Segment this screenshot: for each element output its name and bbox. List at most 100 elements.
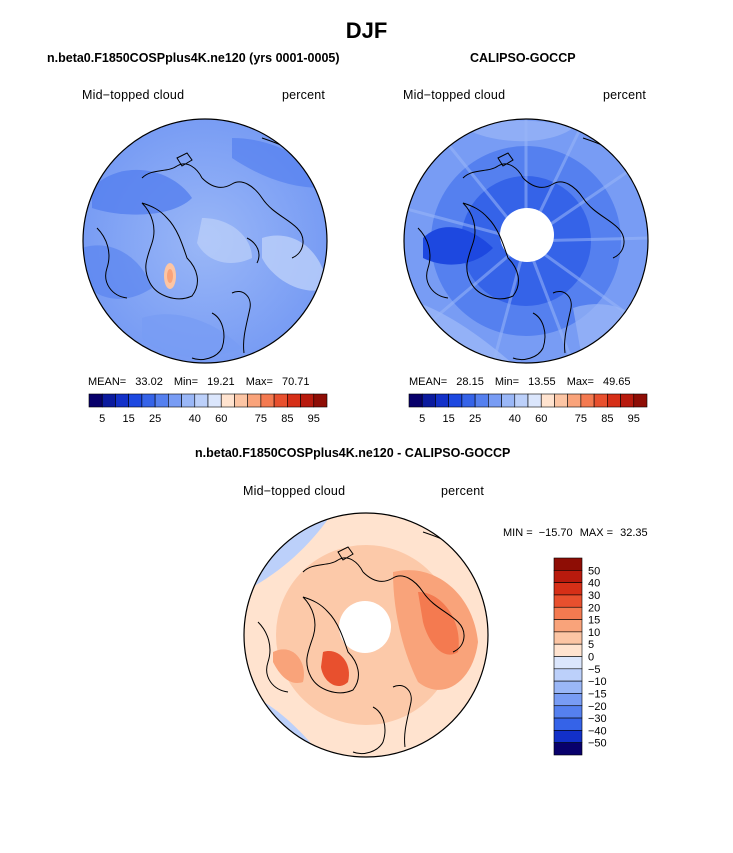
panel1-colorbar-label: 40 bbox=[189, 413, 201, 425]
panel1-max-label: Max= bbox=[245, 376, 273, 388]
panel1-colorbar-box bbox=[168, 393, 182, 408]
panel1-colorbar-box bbox=[88, 393, 103, 408]
panel3-missing-polar-cap bbox=[339, 601, 391, 653]
panel2-polar-map bbox=[403, 118, 649, 364]
panel2-colorbar-box bbox=[593, 393, 608, 408]
panel1-units-label: percent bbox=[282, 88, 326, 102]
panel3-colorbar-label: −40 bbox=[588, 725, 607, 737]
panel1-colorbar-box bbox=[313, 393, 328, 408]
panel1-min-label: Min= bbox=[173, 376, 199, 388]
panel3-colorbar-label: −10 bbox=[588, 676, 607, 688]
panel1-colorbar-label: 60 bbox=[215, 413, 227, 425]
panel2-min-value: 13.55 bbox=[528, 376, 556, 388]
panel3-min-value: −15.70 bbox=[538, 527, 573, 539]
panel3-colorbar-box bbox=[553, 668, 583, 682]
panel3-colorbar-box bbox=[553, 693, 583, 707]
panel2-colorbar-label: 15 bbox=[443, 413, 455, 425]
panel1-region-high bbox=[197, 218, 252, 263]
panel2-colorbar-box bbox=[474, 393, 489, 408]
panel1-colorbar-box bbox=[300, 393, 315, 408]
panel2-colorbar-box bbox=[540, 393, 555, 408]
panel3-region-positive-stronger bbox=[418, 592, 459, 655]
panel2-streaks bbox=[404, 119, 648, 363]
panel2-colorbar: 5 15 25 40 60 75 85 95 bbox=[408, 393, 648, 425]
panel3-region-positive-peak bbox=[321, 651, 349, 687]
panel3-stats: MIN = −15.70 MAX = 32.35 bbox=[503, 527, 648, 539]
panel3-colorbar-label: −50 bbox=[588, 738, 607, 750]
panel2-colorbar-box bbox=[501, 393, 516, 408]
panel1-colorbar-box bbox=[247, 393, 262, 408]
panel2-colorbar-label: 95 bbox=[628, 413, 640, 425]
panel3-colorbar-label: −5 bbox=[588, 664, 601, 676]
panel1-colorbar-label: 95 bbox=[308, 413, 320, 425]
panel1-colorbar-box bbox=[287, 393, 301, 408]
panel2-colorbar-box bbox=[633, 393, 648, 408]
panel3-max-value: 32.35 bbox=[620, 527, 648, 539]
panel1-region-maximum-core bbox=[167, 269, 173, 283]
panel2-colorbar-label: 85 bbox=[601, 413, 613, 425]
panel3-colorbar-label: 15 bbox=[588, 615, 600, 627]
panel3-colorbar-box bbox=[553, 705, 583, 719]
panel3-colorbar-box bbox=[553, 606, 583, 620]
panel1-region-low bbox=[142, 314, 242, 358]
panel1-colorbar-box bbox=[260, 393, 275, 408]
panel3-colorbar-box bbox=[553, 631, 583, 645]
panel1-colorbar-box bbox=[273, 393, 288, 408]
panel3-max-label: MAX = bbox=[579, 527, 614, 539]
panel2-mean-value: 28.15 bbox=[456, 376, 484, 388]
panel3-units-label: percent bbox=[441, 484, 485, 498]
panel3-colorbar-box bbox=[553, 717, 583, 731]
panel1-polar-map bbox=[82, 118, 328, 364]
panel3-colorbar-box bbox=[553, 619, 583, 633]
panel1-max-value: 70.71 bbox=[281, 376, 310, 388]
panel1-title: n.beta0.F1850COSPplus4K.ne120 (yrs 0001-… bbox=[47, 51, 340, 65]
panel2-colorbar-label: 75 bbox=[575, 413, 587, 425]
panel3-colorbar-label: −20 bbox=[588, 701, 607, 713]
panel1-region-low bbox=[232, 138, 322, 188]
panel1-colorbar-label: 15 bbox=[123, 413, 135, 425]
panel2-colorbar-label: 60 bbox=[535, 413, 547, 425]
panel3-title: n.beta0.F1850COSPplus4K.ne120 - CALIPSO-… bbox=[195, 446, 511, 460]
panel3-colorbar-label: 5 bbox=[588, 639, 594, 651]
panel2-colorbar-box bbox=[620, 393, 635, 408]
panel3-colorbar-label: −15 bbox=[588, 688, 607, 700]
panel2-map-border bbox=[403, 118, 649, 364]
panel2-colorbar-box bbox=[580, 393, 595, 408]
panel1-mean-value: 33.02 bbox=[135, 376, 163, 388]
panel2-variable-label: Mid−topped cloud bbox=[403, 88, 506, 102]
panel2-title: CALIPSO-GOCCP bbox=[470, 51, 576, 65]
panel1-colorbar-box bbox=[154, 393, 169, 408]
panel3-min-label: MIN = bbox=[503, 527, 533, 539]
panel1-colorbar-box bbox=[194, 393, 209, 408]
panel1-colorbar-box bbox=[128, 393, 143, 408]
panel3-colorbar-box bbox=[553, 656, 583, 670]
panel2-max-value: 49.65 bbox=[602, 376, 631, 388]
panel3-region-positive-strong bbox=[273, 649, 304, 683]
panel2-colorbar-box bbox=[514, 393, 529, 408]
panel1-colorbar-label: 85 bbox=[281, 413, 293, 425]
panel2-stats: MEAN= 28.15 Min= 13.55 Max= 49.65 bbox=[409, 376, 631, 388]
panel3-polar-map bbox=[243, 512, 489, 758]
panel2-colorbar-box bbox=[408, 393, 423, 408]
panel1-min-value: 19.21 bbox=[207, 376, 235, 388]
panel1-colorbar-label: 25 bbox=[149, 413, 161, 425]
panel3-colorbar-box bbox=[553, 557, 583, 571]
panel3-colorbar-label: 10 bbox=[588, 627, 600, 639]
panel2-colorbar-box bbox=[488, 393, 502, 408]
panel3-colorbar-label: 20 bbox=[588, 602, 600, 614]
panel2-region-high bbox=[573, 304, 648, 363]
panel3-colorbar-box bbox=[553, 582, 583, 596]
panel2-colorbar-label: 40 bbox=[509, 413, 521, 425]
panel1-colorbar-box bbox=[220, 393, 235, 408]
panel1-colorbar-box bbox=[115, 393, 129, 408]
panel2-max-label: Max= bbox=[566, 376, 594, 388]
figure-title: DJF bbox=[345, 18, 388, 43]
panel2-colorbar-box bbox=[448, 393, 463, 408]
panel3-colorbar-label: 40 bbox=[588, 578, 600, 590]
panel2-region-high bbox=[463, 120, 573, 142]
panel2-missing-polar-cap bbox=[500, 208, 554, 262]
panel2-colorbar-box bbox=[607, 393, 621, 408]
panel2-colorbar-box bbox=[527, 393, 542, 408]
panel1-map-border bbox=[82, 118, 328, 364]
panel3-colorbar-label: −30 bbox=[588, 713, 607, 725]
